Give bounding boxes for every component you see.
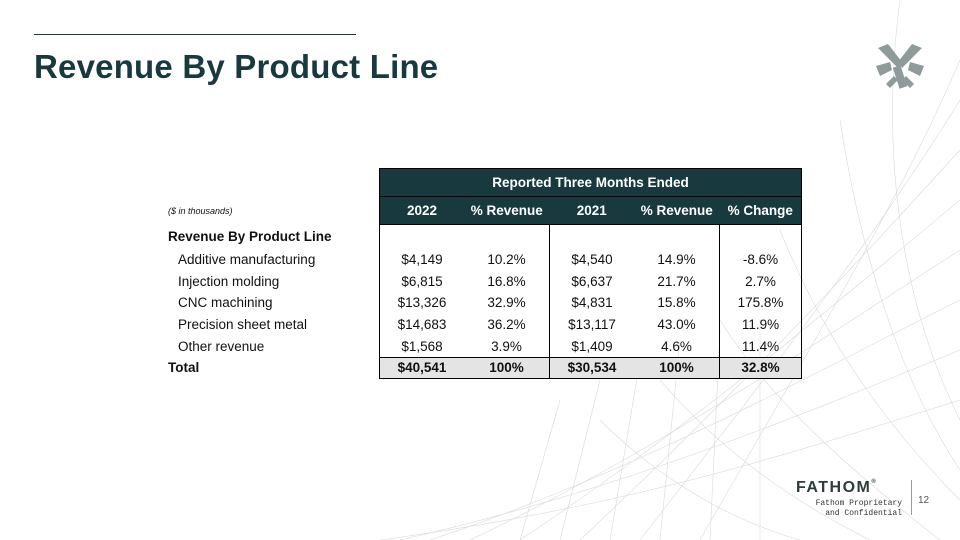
pct-revenue-2022: 36.2%	[464, 313, 550, 336]
revenue-table: Reported Three Months Ended ($ in thousa…	[168, 168, 802, 379]
confidentiality-line: Fathom Proprietary	[815, 499, 902, 508]
pct-revenue-2022: 3.9%	[464, 335, 550, 358]
col-header-pct-change: % Change	[719, 196, 802, 225]
pct-revenue-2022: 16.8%	[464, 270, 550, 293]
table-band-header-row: Reported Three Months Ended	[168, 168, 802, 197]
table-row: Other revenue $1,568 3.9% $1,409 4.6% 11…	[168, 335, 802, 358]
table-column-header-row: ($ in thousands) 2022 % Revenue 2021 % R…	[168, 196, 802, 225]
row-label: Precision sheet metal	[178, 317, 308, 333]
row-label: Other revenue	[178, 338, 265, 354]
pct-revenue-2021: 4.6%	[634, 335, 720, 358]
row-label: Injection molding	[178, 273, 280, 289]
row-label: Additive manufacturing	[178, 252, 316, 268]
page-number: 12	[918, 495, 930, 506]
fathom-hammer-logo-icon	[876, 44, 924, 89]
confidentiality-line: and Confidential	[825, 509, 902, 518]
brand-name: FATHOM	[796, 479, 872, 496]
col-header-pct-revenue-2021: % Revenue	[634, 196, 720, 225]
value-2021: $4,831	[571, 295, 613, 311]
value-2021: $6,637	[571, 273, 613, 289]
table-row: Injection molding $6,815 16.8% $6,637 21…	[168, 270, 802, 293]
pct-revenue-2022: 32.9%	[464, 292, 550, 314]
pct-change: 2.7%	[719, 270, 802, 293]
row-label: CNC machining	[178, 295, 273, 311]
trademark-symbol: ®	[871, 479, 876, 485]
total-value-2022: $40,541	[379, 356, 464, 379]
col-header-2022: 2022	[379, 196, 464, 225]
value-2021: $13,117	[568, 317, 616, 333]
pct-change: 175.8%	[719, 292, 802, 314]
fathom-wordmark: FATHOM®	[796, 479, 876, 497]
value-2022: $14,683	[379, 313, 464, 336]
total-value-2021: $30,534	[549, 356, 634, 379]
total-pct-revenue-2022: 100%	[464, 356, 550, 379]
value-2021: $1,409	[571, 338, 613, 354]
footer-divider	[911, 480, 912, 515]
value-2021: $4,540	[571, 252, 613, 268]
pct-change: -8.6%	[719, 249, 802, 271]
total-pct-change: 32.8%	[719, 356, 802, 379]
pct-change: 11.4%	[719, 335, 802, 358]
total-label: Total	[168, 360, 200, 376]
table-row: CNC machining $13,326 32.9% $4,831 15.8%…	[168, 292, 802, 314]
table-row: Precision sheet metal $14,683 36.2% $13,…	[168, 313, 802, 336]
total-pct-revenue-2021: 100%	[634, 356, 720, 379]
pct-revenue-2021: 15.8%	[634, 292, 720, 314]
pct-revenue-2021: 43.0%	[634, 313, 720, 336]
value-2022: $6,815	[379, 270, 464, 293]
confidentiality-note: Fathom Proprietary and Confidential	[800, 499, 902, 519]
value-2022: $4,149	[379, 249, 464, 271]
table-row: Additive manufacturing $4,149 10.2% $4,5…	[168, 249, 802, 271]
page-title: Revenue By Product Line	[34, 48, 439, 85]
title-rule	[34, 34, 356, 35]
pct-change: 11.9%	[719, 313, 802, 336]
section-header-row: Revenue By Product Line	[168, 224, 802, 249]
section-label: Revenue By Product Line	[168, 229, 332, 245]
period-band-header: Reported Three Months Ended	[379, 168, 802, 197]
col-header-pct-revenue-2022: % Revenue	[464, 196, 550, 225]
pct-revenue-2021: 14.9%	[634, 249, 720, 271]
pct-revenue-2022: 10.2%	[464, 249, 550, 271]
col-header-2021: 2021	[549, 196, 634, 225]
pct-revenue-2021: 21.7%	[634, 270, 720, 293]
value-2022: $13,326	[379, 292, 464, 314]
total-row: Total $40,541 100% $30,534 100% 32.8%	[168, 356, 802, 379]
units-note: ($ in thousands)	[168, 205, 233, 216]
value-2022: $1,568	[379, 335, 464, 358]
